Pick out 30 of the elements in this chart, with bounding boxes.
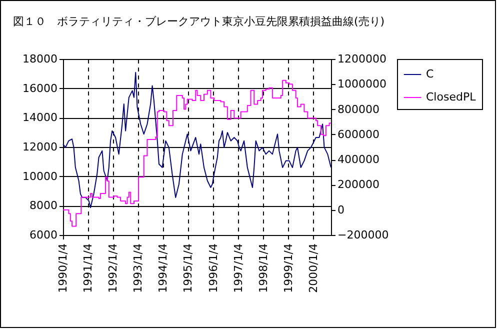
y2-tick-label: 600000: [338, 128, 380, 141]
y-tick-label: 6000: [30, 228, 58, 242]
x-tick-label: 1993/1/4: [132, 244, 145, 293]
y2-tick-label: 0: [338, 203, 344, 216]
x-tick-label: 1997/1/4: [232, 244, 245, 293]
y-tick-label: 14000: [22, 111, 58, 124]
y-tick-label: 8000: [30, 199, 58, 212]
x-tick-label: 1990/1/4: [56, 244, 70, 293]
y2-tick-label: 400000: [338, 153, 380, 166]
y-tick-label: 10000: [22, 170, 58, 183]
x-tick-label: 1998/1/4: [256, 244, 270, 293]
y2-tick-label: 800000: [338, 102, 380, 116]
y2-tick-label: 1000000: [338, 78, 386, 91]
x-tick-label: 2000/1/4: [306, 244, 320, 293]
legend-label: ClosedPL: [426, 90, 477, 104]
x-tick-label: 1992/1/4: [106, 244, 120, 293]
y-tick-label: 16000: [22, 82, 58, 95]
x-tick-label: 1996/1/4: [206, 244, 220, 293]
x-tick-label: 1999/1/4: [282, 244, 295, 293]
chart-title: 図１０ ボラティリティ・ブレークアウト東京小豆先限累積損益曲線(売り): [13, 15, 385, 28]
x-tick-label: 1995/1/4: [182, 244, 195, 293]
y2-tick-label: −200000: [338, 228, 389, 242]
x-tick-label: 1991/1/4: [82, 244, 95, 293]
y2-tick-label: 200000: [338, 178, 380, 192]
y2-tick-label: 1200000: [338, 52, 386, 66]
y-tick-label: 18000: [22, 52, 58, 66]
legend-label: C: [426, 68, 434, 80]
x-tick-label: 1994/1/4: [156, 244, 170, 293]
y-tick-label: 12000: [22, 140, 58, 154]
line-series: [62, 72, 332, 208]
